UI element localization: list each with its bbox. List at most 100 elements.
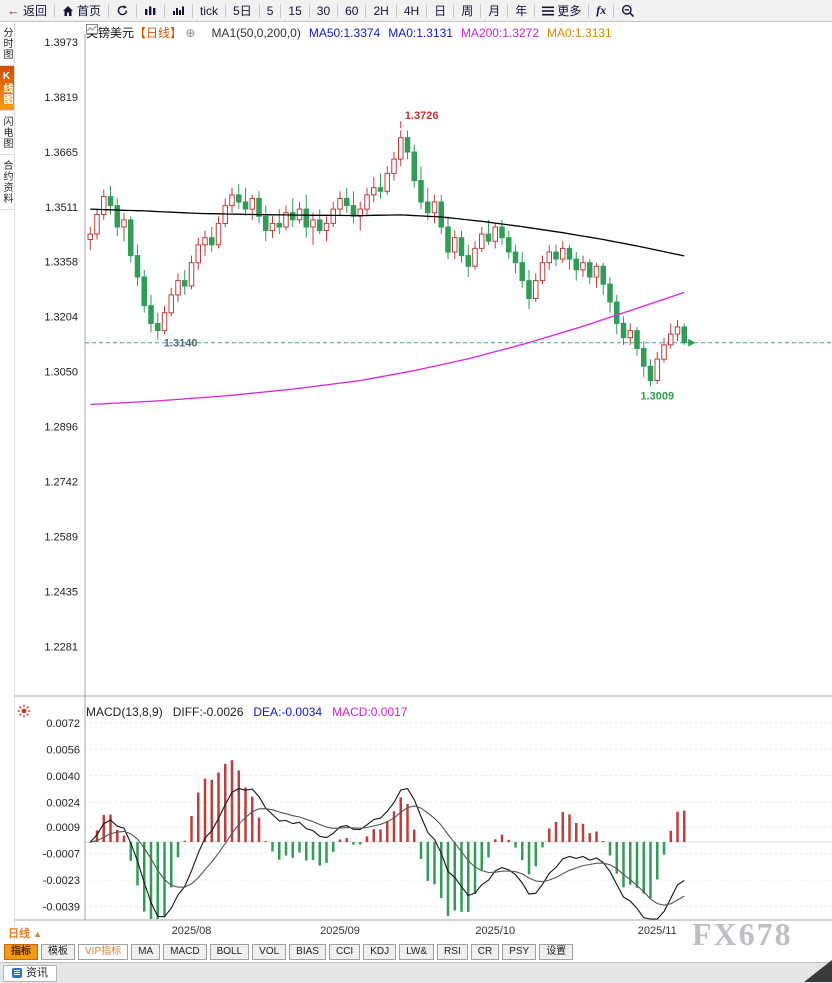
timeframe-5d-button[interactable]: 5日 [226,0,259,21]
chart-header: 英镑美元【日线】 ⊕ MA1(50,0,200,0) MA50:1.3374 M… [86,24,612,41]
refresh-icon [116,4,129,17]
more-button[interactable]: 更多 [535,0,588,21]
chart-type-volume-button[interactable] [165,0,192,21]
tab-CR[interactable]: CR [470,944,500,960]
ma200-line [90,291,685,406]
add-overlay-icon[interactable]: ⊕ [185,26,196,40]
svg-text:1.3511: 1.3511 [45,202,78,214]
tf-30m-label: 30 [316,3,331,18]
svg-text:0.0040: 0.0040 [46,771,80,783]
x-axis-label: 2025/08 [171,925,212,937]
tab-VIP指标[interactable]: VIP指标 [78,944,129,960]
timeframe-indicator[interactable]: 日线 ▲ [8,925,42,941]
toolbar-divider [613,3,615,18]
home-label: 首页 [77,4,102,18]
x-axis-label: 2025/10 [475,925,516,937]
tf-day-label: 日 [434,4,447,18]
candle-chart-icon [144,5,157,17]
tab-MA[interactable]: MA [131,944,161,960]
chart-region: 1.3973 1.3819 1.3665 1.3511 1.3358 1.3204 1.30… [14,22,832,922]
tab-KDJ[interactable]: KDJ [363,944,397,960]
x-axis-row: 日线 ▲ 2025/08 2025/09 2025/10 2025/11 [0,922,832,942]
svg-text:0.0009: 0.0009 [46,822,80,834]
tf-5d-label: 5日 [233,4,252,18]
home-button[interactable]: 首页 [55,0,108,21]
tab-RSI[interactable]: RSI [437,944,468,960]
toolbar-divider [308,3,310,18]
timeframe-2h-button[interactable]: 2H [366,0,395,21]
macd-header: MACD(13,8,9) DIFF:-0.0026 DEA:-0.0034 MA… [86,705,407,719]
svg-text:-0.0007: -0.0007 [43,849,80,861]
timeframe-month-button[interactable]: 月 [481,0,507,21]
sidebar-item-timeline-chart[interactable]: 分时图 [0,22,14,66]
refresh-button[interactable] [109,0,136,21]
sidebar-item-contract-info[interactable]: 合约资料 [0,155,14,210]
timeframe-5m-button[interactable]: 5 [260,0,281,21]
timeframe-up-arrow-icon: ▲ [33,929,42,939]
svg-text:1.3009: 1.3009 [641,390,675,402]
back-button[interactable]: ← 返回 [0,0,54,21]
ma0-value-b: MA0:1.3131 [547,25,612,40]
status-bar: 资讯 [0,962,832,983]
tab-BIAS[interactable]: BIAS [289,944,326,960]
axes [14,34,832,921]
news-tab[interactable]: 资讯 [3,964,57,982]
timeframe-60m-button[interactable]: 60 [338,0,365,21]
svg-text:1.3726: 1.3726 [405,110,439,122]
svg-text:1.2896: 1.2896 [44,422,78,434]
timeframe-year-button[interactable]: 年 [508,0,534,21]
tab-模板[interactable]: 模板 [41,944,75,960]
toolbar-divider [453,3,455,18]
svg-text:1.3050: 1.3050 [44,367,78,379]
hamburger-menu-icon [542,6,555,16]
sidebar-item-lightning-chart[interactable]: 闪电图 [0,111,14,155]
svg-text:1.3140: 1.3140 [164,338,198,350]
tab-设置[interactable]: 设置 [539,944,574,960]
toolbar-divider [337,3,339,18]
svg-text:1.2435: 1.2435 [44,586,78,598]
timeframe-indicator-label: 日线 [8,928,30,940]
last-price-marker-icon [688,338,696,347]
tf-5m-label: 5 [266,3,274,18]
zoom-out-button[interactable] [614,0,642,21]
toolbar-divider [54,3,56,18]
tab-VOL[interactable]: VOL [252,944,287,960]
tab-BOLL[interactable]: BOLL [209,944,250,960]
tab-CCI[interactable]: CCI [328,944,361,960]
toolbar-divider [108,3,110,18]
timeframe-15m-button[interactable]: 15 [281,0,308,21]
svg-text:1.3358: 1.3358 [44,257,78,269]
back-arrow-icon: ← [7,3,20,18]
timeframe-4h-button[interactable]: 4H [397,0,426,21]
ma200-value: MA200:1.3272 [460,25,539,40]
formula-button[interactable]: fx [589,0,613,21]
tf-60m-label: 60 [345,3,359,18]
back-label: 返回 [23,4,48,18]
tab-MACD[interactable]: MACD [163,944,207,960]
timeframe-30m-button[interactable]: 30 [310,0,337,21]
tab-PSY[interactable]: PSY [502,944,537,960]
chart-mode-sidebar: 分时图 K线图 闪电图 合约资料 [0,22,15,982]
macd-diff-line [89,787,685,920]
chart-type-candles-button[interactable] [137,0,164,21]
timeframe-day-button[interactable]: 日 [427,0,453,21]
ma0-value-a: MA0:1.3131 [388,25,453,40]
tab-指标[interactable]: 指标 [4,944,38,960]
svg-text:0.0072: 0.0072 [46,718,80,730]
toolbar-divider [426,3,428,18]
macd-dea-value: DEA:-0.0034 [253,705,323,719]
tab-LW&[interactable]: LW& [399,944,435,960]
tf-2h-label: 2H [373,3,389,18]
svg-text:1.3973: 1.3973 [44,37,78,49]
toolbar-divider [534,3,536,18]
timeframe-week-button[interactable]: 周 [454,0,480,21]
svg-text:-0.0039: -0.0039 [43,902,80,914]
sidebar-item-candle-chart[interactable]: K线图 [0,66,14,111]
macd-diff-value: DIFF:-0.0026 [172,705,244,719]
timeframe-tick-button[interactable]: tick [193,0,225,21]
magnifier-minus-icon [621,4,635,18]
period-label: 【日线】 [134,26,183,40]
price-chart-canvas[interactable]: 1.3973 1.3819 1.3665 1.3511 1.3358 1.3204 1.30… [14,22,832,922]
toolbar-divider [365,3,367,18]
svg-text:1.3665: 1.3665 [44,147,78,159]
